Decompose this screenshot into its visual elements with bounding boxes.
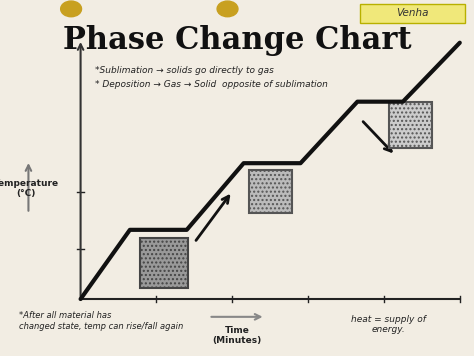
Text: Venha: Venha [396,8,428,19]
Text: *After all material has
changed state, temp can rise/fall again: *After all material has changed state, t… [19,312,183,331]
Text: *Sublimation → solids go directly to gas: *Sublimation → solids go directly to gas [95,66,273,75]
Text: * Deposition → Gas → Solid  opposite of sublimation: * Deposition → Gas → Solid opposite of s… [95,80,328,89]
Circle shape [217,1,238,17]
Text: heat = supply of
energy.: heat = supply of energy. [351,315,426,334]
Bar [249,170,292,213]
Text: Time
(Minutes): Time (Minutes) [212,326,262,345]
Text: Temperature
(°C): Temperature (°C) [0,179,59,198]
Bar [360,4,465,23]
Text: Phase Change Chart: Phase Change Chart [63,25,411,56]
Bar [389,101,432,148]
Circle shape [61,1,82,17]
Bar [140,238,188,288]
